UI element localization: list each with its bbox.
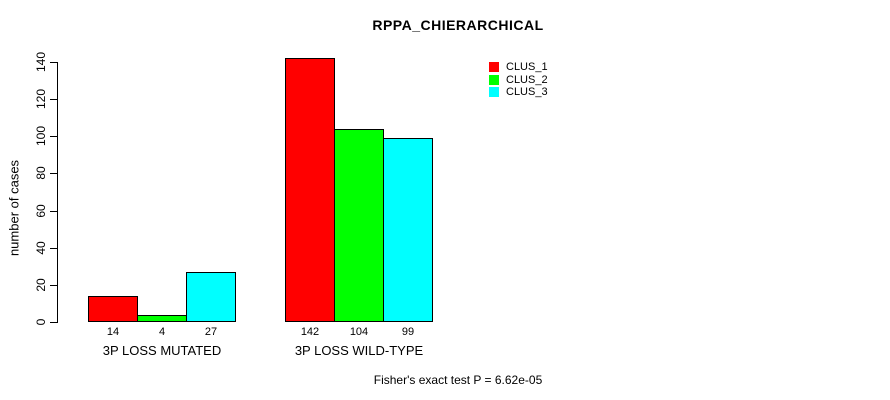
y-tick-label: 20 xyxy=(34,278,48,292)
y-tick xyxy=(50,248,57,249)
y-axis-line xyxy=(57,62,58,323)
legend-row: CLUS_3 xyxy=(489,86,548,99)
legend-label: CLUS_3 xyxy=(506,86,548,98)
legend-label: CLUS_1 xyxy=(506,61,548,73)
y-tick xyxy=(50,285,57,286)
y-tick xyxy=(50,136,57,137)
bar-value-label: 104 xyxy=(349,326,369,338)
legend-row: CLUS_2 xyxy=(489,74,548,87)
legend-swatch xyxy=(489,74,499,85)
y-tick xyxy=(50,322,57,323)
bar-value-label: 4 xyxy=(158,326,166,338)
bar-clus_2-cat0 xyxy=(137,315,187,322)
legend-swatch xyxy=(489,62,499,73)
bar-clus_3-cat0 xyxy=(186,272,236,322)
y-tick-label: 60 xyxy=(34,204,48,218)
y-tick-label: 120 xyxy=(34,88,48,110)
bar-clus_3-cat1 xyxy=(383,138,433,322)
y-tick xyxy=(50,62,57,63)
bar-value-label: 99 xyxy=(401,326,415,338)
y-tick xyxy=(50,173,57,174)
bar-clus_1-cat1 xyxy=(285,58,335,322)
y-tick-label: 0 xyxy=(34,318,48,326)
y-axis-title: number of cases xyxy=(6,159,22,257)
legend-row: CLUS_1 xyxy=(489,61,548,74)
legend: CLUS_1 CLUS_2 CLUS_3 xyxy=(489,61,548,99)
y-tick xyxy=(50,211,57,212)
bar-value-label: 27 xyxy=(204,326,218,338)
legend-swatch xyxy=(489,87,499,98)
y-tick-label: 140 xyxy=(34,51,48,73)
bar-clus_2-cat1 xyxy=(334,129,384,322)
y-tick-label: 40 xyxy=(34,241,48,255)
fisher-test-note: Fisher's exact test P = 6.62e-05 xyxy=(373,373,543,387)
y-tick-label: 100 xyxy=(34,125,48,147)
category-label: 3P LOSS WILD-TYPE xyxy=(294,343,424,358)
y-tick xyxy=(50,99,57,100)
chart-title: RPPA_CHIERARCHICAL xyxy=(372,17,544,33)
y-tick-label: 80 xyxy=(34,166,48,180)
bar-value-label: 14 xyxy=(106,326,120,338)
category-label: 3P LOSS MUTATED xyxy=(102,343,222,358)
bar-value-label: 142 xyxy=(300,326,320,338)
bar-clus_1-cat0 xyxy=(88,296,138,322)
legend-label: CLUS_2 xyxy=(506,73,548,86)
